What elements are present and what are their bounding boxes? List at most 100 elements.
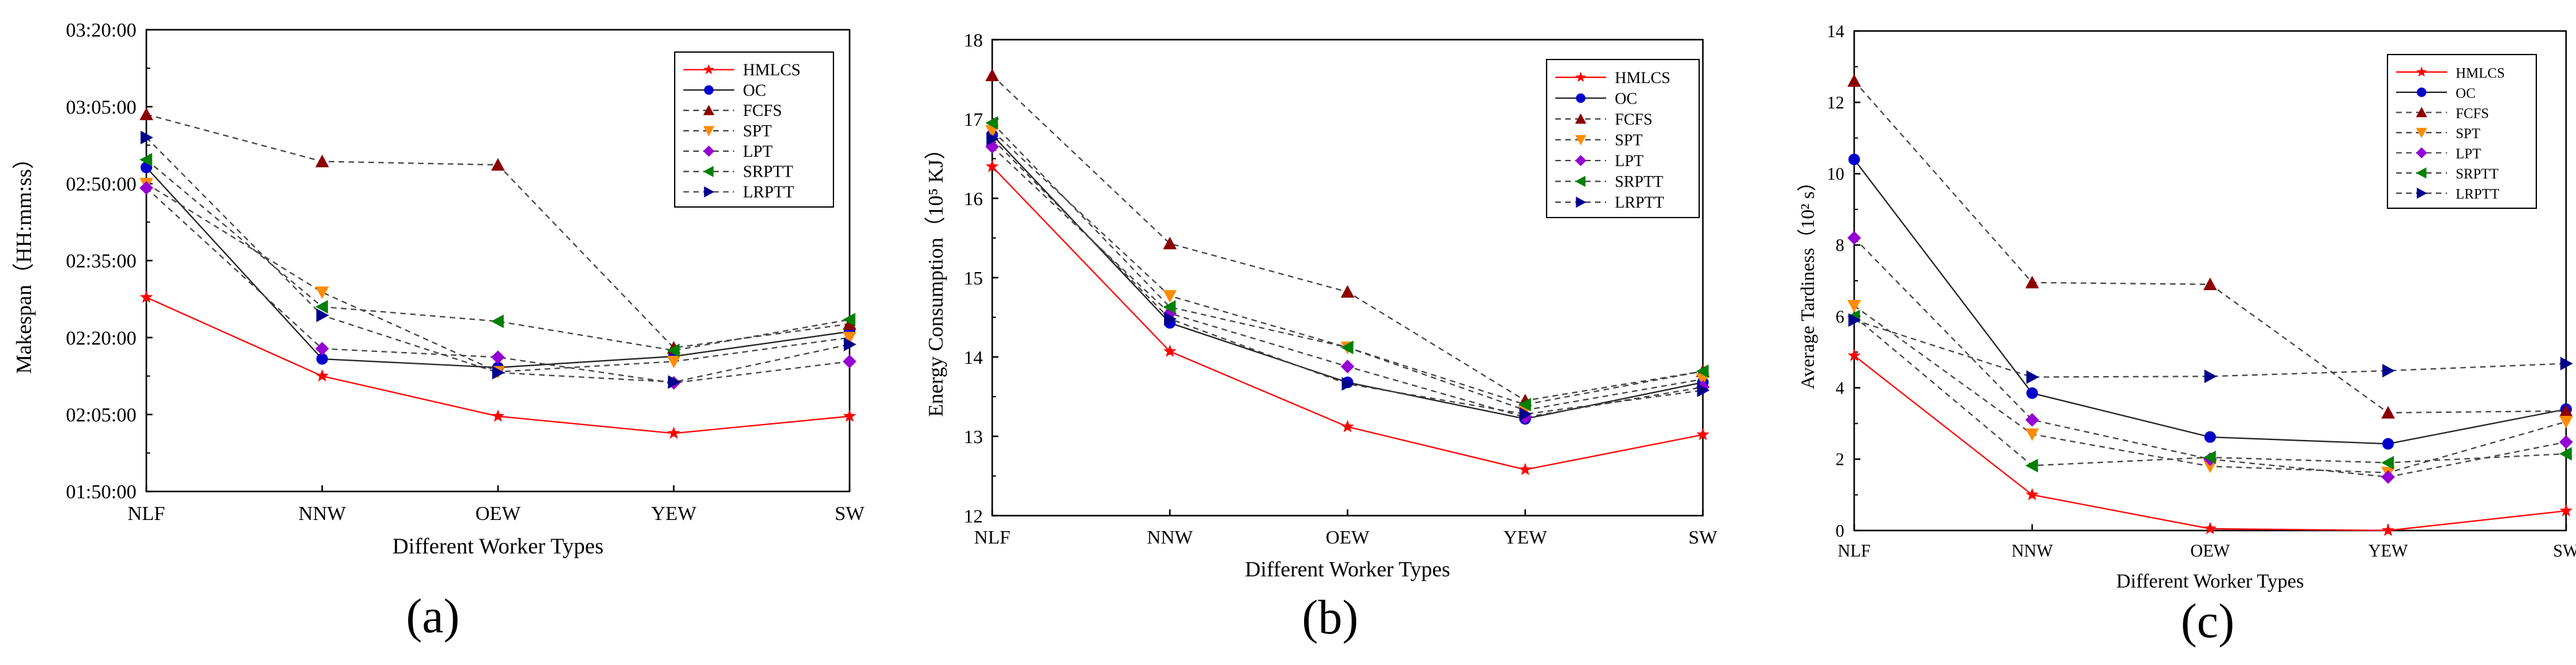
data-point-lrptt xyxy=(1519,407,1532,421)
data-point-lrptt xyxy=(1848,313,1861,327)
legend-marker-fcfs xyxy=(1575,113,1586,124)
data-point-lrptt xyxy=(2026,370,2039,384)
data-point-spt xyxy=(843,332,856,345)
data-point-srptt xyxy=(491,314,504,328)
y-axis-label: Average Tardiness（10² s） xyxy=(1797,172,1818,389)
data-point-lrptt xyxy=(316,308,329,322)
legend-marker-srptt xyxy=(2416,167,2427,179)
y-tick-label: 02:50:00 xyxy=(66,173,136,195)
data-point-oc xyxy=(2204,431,2216,443)
series-lrptt xyxy=(986,132,1710,421)
y-tick-label: 03:05:00 xyxy=(66,95,136,118)
y-tick-label: 18 xyxy=(964,29,983,51)
data-point-lrptt xyxy=(668,375,681,389)
series-spt xyxy=(140,177,856,379)
data-point-hmlcs xyxy=(2559,504,2573,517)
legend-marker-srptt xyxy=(703,165,714,177)
legend-label-fcfs: FCFS xyxy=(1615,110,1653,128)
data-point-spt xyxy=(2025,428,2039,441)
legend-label-spt: SPT xyxy=(743,121,772,140)
data-point-hmlcs xyxy=(1519,462,1532,475)
y-tick-label: 01:50:00 xyxy=(66,480,136,503)
legend-label-lpt: LPT xyxy=(1615,152,1643,170)
data-point-spt xyxy=(667,355,681,369)
data-point-srptt xyxy=(2025,459,2038,473)
legend-label-oc: OC xyxy=(743,81,766,99)
legend-marker-lpt xyxy=(1575,155,1586,167)
x-tick-label: NLF xyxy=(974,526,1011,548)
series-line-lpt xyxy=(146,187,850,384)
x-tick-label: OEW xyxy=(476,502,522,524)
y-tick-label: 14 xyxy=(964,346,984,368)
data-point-lpt xyxy=(2559,435,2573,449)
series-lpt xyxy=(1847,231,2573,484)
legend-label-lpt: LPT xyxy=(2456,146,2481,162)
data-point-lrptt xyxy=(1341,377,1354,391)
data-point-fcfs xyxy=(315,154,329,167)
legend-box xyxy=(2387,54,2537,209)
legend-marker-lrptt xyxy=(2417,187,2427,199)
data-point-hmlcs xyxy=(316,369,329,382)
data-point-lrptt xyxy=(140,130,153,144)
panel-label: (c) xyxy=(2181,594,2235,648)
data-point-fcfs xyxy=(843,317,856,330)
y-tick-label: 8 xyxy=(1836,236,1844,255)
x-tick-label: YEW xyxy=(1503,526,1547,548)
legend-label-lrptt: LRPTT xyxy=(743,183,794,201)
legend-label-oc: OC xyxy=(2456,86,2476,101)
legend-marker-oc xyxy=(704,85,714,95)
data-point-fcfs xyxy=(1163,236,1177,250)
data-point-hmlcs xyxy=(1341,420,1354,433)
data-point-fcfs xyxy=(1847,74,1861,87)
legend-label-fcfs: FCFS xyxy=(2456,105,2489,121)
data-point-hmlcs xyxy=(1163,345,1176,357)
series-hmlcs xyxy=(1847,348,2573,536)
x-tick-label: SW xyxy=(1689,526,1718,548)
series-srptt xyxy=(1847,309,2572,473)
legend-label-srptt: SRPTT xyxy=(2456,166,2498,182)
data-point-srptt xyxy=(1341,340,1354,355)
legend-label-srptt: SRPTT xyxy=(1615,173,1663,191)
panel-label: (b) xyxy=(1302,590,1359,644)
data-point-fcfs xyxy=(140,107,153,120)
legend-marker-spt xyxy=(703,126,714,136)
legend-label-hmlcs: HMLCS xyxy=(2456,65,2505,81)
y-tick-label: 02:35:00 xyxy=(66,250,136,272)
legend-label-srptt: SRPTT xyxy=(743,162,794,181)
x-tick-label: YEW xyxy=(2368,542,2408,561)
series-lpt xyxy=(140,181,856,390)
data-point-spt xyxy=(2203,460,2217,473)
legend-label-spt: SPT xyxy=(2456,126,2481,141)
data-point-spt xyxy=(2559,416,2573,429)
data-point-srptt xyxy=(843,312,856,327)
series-srptt xyxy=(140,152,856,358)
data-point-lpt xyxy=(2381,470,2395,484)
series-line-spt xyxy=(1854,305,2567,473)
y-tick-label: 0 xyxy=(1836,522,1844,541)
data-point-hmlcs xyxy=(491,409,505,422)
data-point-fcfs xyxy=(491,157,505,171)
x-tick-label: NNW xyxy=(1147,526,1193,548)
data-point-spt xyxy=(1847,299,1861,313)
series-fcfs xyxy=(1847,74,2573,419)
data-point-lrptt xyxy=(1697,383,1710,397)
legend-label-fcfs: FCFS xyxy=(743,101,782,120)
x-tick-label: YEW xyxy=(651,502,697,524)
data-point-oc xyxy=(2026,387,2038,399)
data-point-fcfs xyxy=(2381,406,2395,419)
data-point-lrptt xyxy=(2382,364,2395,378)
chart-panel-3: 0 2 4 6 8 10 12 14 NLF NNW OEW YEW SW Different Worke… xyxy=(1797,22,2576,648)
data-point-lrptt xyxy=(2204,369,2217,384)
legend-marker-lrptt xyxy=(704,186,714,198)
data-point-srptt xyxy=(1696,364,1709,379)
legend-marker-fcfs xyxy=(2416,107,2427,118)
legend-marker-hmlcs xyxy=(703,64,714,74)
legend-label-lpt: LPT xyxy=(743,142,773,161)
data-point-oc xyxy=(316,353,328,365)
chart-panel-2: 12 13 14 15 16 17 18 NLF NNW OEW YEW SW Different Wo… xyxy=(924,29,1718,644)
data-point-hmlcs xyxy=(1696,428,1710,441)
legend-label-lrptt: LRPTT xyxy=(1615,193,1664,211)
legend-label-hmlcs: HMLCS xyxy=(1615,69,1671,87)
data-point-srptt xyxy=(315,300,328,314)
